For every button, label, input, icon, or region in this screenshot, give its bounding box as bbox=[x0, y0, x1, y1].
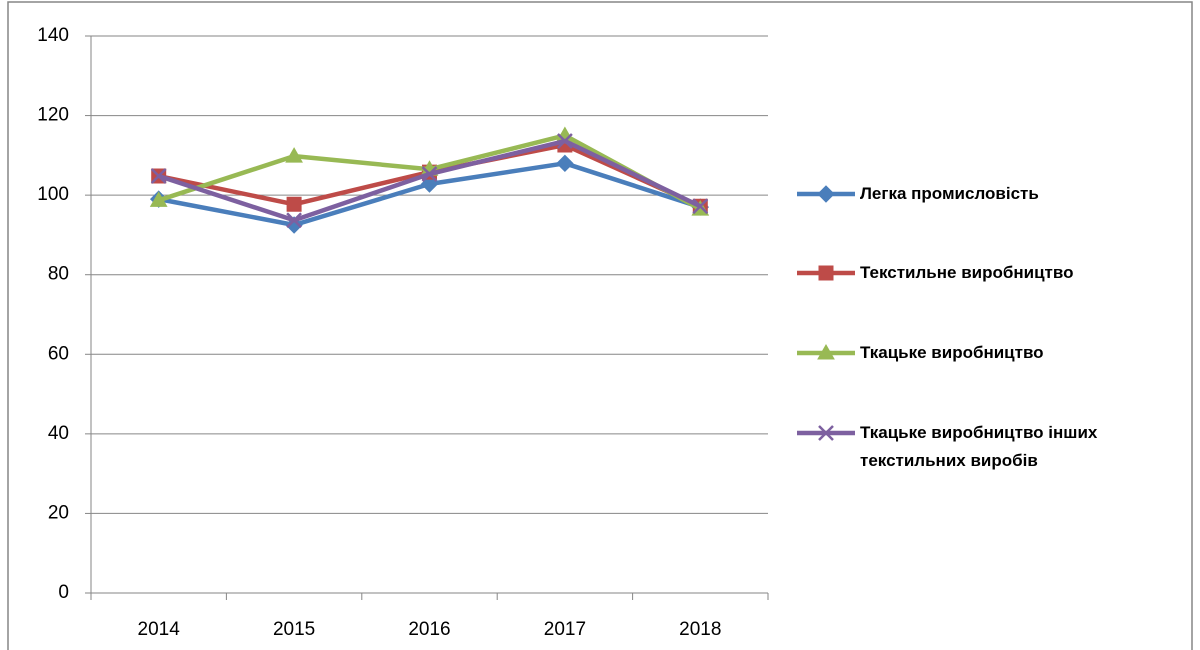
y-tick-label: 140 bbox=[37, 25, 69, 46]
y-tick-label: 100 bbox=[37, 184, 69, 205]
data-point bbox=[692, 198, 709, 215]
x-tick-label: 2015 bbox=[273, 619, 315, 640]
data-point bbox=[556, 154, 574, 173]
legend-marker bbox=[818, 265, 834, 281]
x-tick-label: 2017 bbox=[544, 619, 586, 640]
x-tick-label: 2016 bbox=[408, 619, 450, 640]
data-point bbox=[420, 175, 439, 193]
x-tick-label: 2014 bbox=[138, 619, 181, 640]
data-point bbox=[557, 133, 573, 149]
legend-label: Легка промисловість bbox=[860, 184, 1039, 203]
y-tick-label: 60 bbox=[48, 343, 69, 364]
legend-label: Ткацьке виробництво інших текстильних ви… bbox=[860, 423, 1098, 470]
legend-marker bbox=[817, 185, 835, 203]
legend-label: Текстильне виробництво bbox=[860, 263, 1074, 282]
data-point bbox=[421, 166, 438, 182]
legend-marker bbox=[818, 425, 834, 441]
x-tick-label: 2018 bbox=[679, 619, 721, 640]
chart-border bbox=[7, 1, 1193, 650]
data-point bbox=[150, 168, 167, 184]
data-point bbox=[285, 147, 303, 163]
data-point bbox=[286, 212, 302, 229]
legend-marker bbox=[817, 343, 835, 360]
data-point bbox=[285, 216, 303, 234]
y-tick-label: 80 bbox=[48, 264, 69, 285]
y-tick-label: 120 bbox=[37, 105, 69, 126]
legend-label: Ткацьке виробництво bbox=[860, 343, 1044, 362]
y-tick-label: 20 bbox=[48, 502, 69, 523]
data-point bbox=[149, 191, 168, 207]
data-point bbox=[286, 196, 302, 212]
y-tick-label: 0 bbox=[58, 582, 69, 603]
y-tick-label: 40 bbox=[48, 423, 69, 444]
